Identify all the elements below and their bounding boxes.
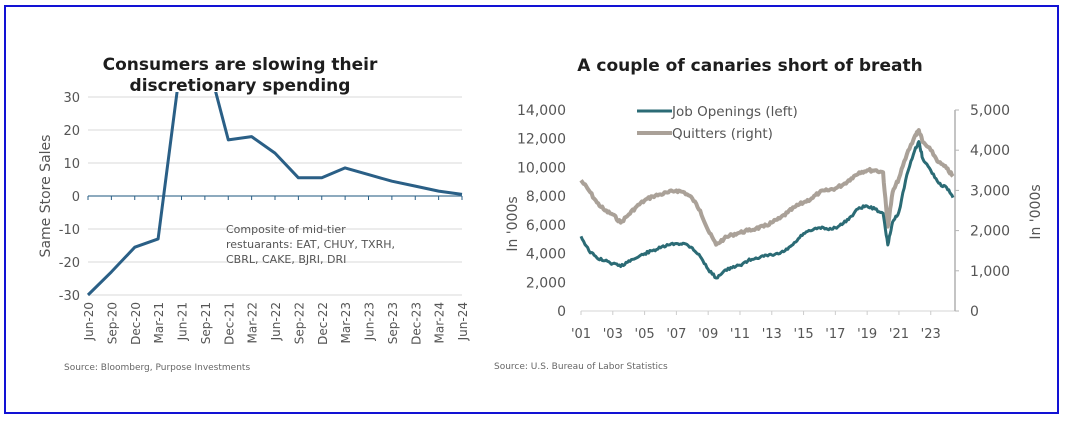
x-tick-label: Jun-23 [363, 302, 377, 341]
x-tick-label: Mar-24 [433, 302, 447, 343]
job-openings-line [579, 140, 955, 280]
x-tick-label: Sep-20 [105, 302, 119, 344]
left-chart-source: Source: Bloomberg, Purpose Investments [64, 363, 250, 373]
left-y-tick-label: 4,000 [526, 247, 566, 263]
chart-frame [4, 5, 1059, 414]
same-store-sales-line [86, 92, 463, 297]
x-tick-label: Mar-23 [339, 302, 353, 343]
left-chart-title-line-1: Consumers are slowing their [103, 55, 378, 75]
x-tick-label: Jun-24 [456, 302, 470, 341]
right-chart-right-axis-label: In '000s [1028, 184, 1044, 239]
right-y-tick-label: 0 [970, 304, 979, 320]
y-tick-label: 30 [63, 91, 80, 106]
x-tick-label: Jun-20 [82, 302, 96, 341]
y-tick-label: 10 [63, 157, 80, 172]
x-tick-label: '11 [730, 327, 750, 342]
left-chart-y-axis-label: Same Store Sales [38, 135, 54, 258]
right-y-tick-label: 3,000 [970, 183, 1010, 199]
x-tick-label: '13 [762, 327, 782, 342]
left-y-tick-label: 14,000 [517, 103, 566, 119]
left-y-tick-label: 10,000 [517, 160, 566, 176]
left-y-tick-label: 6,000 [526, 218, 566, 234]
left-y-tick-label: 12,000 [517, 132, 566, 148]
y-tick-label: 20 [63, 124, 80, 139]
y-tick-label: -20 [59, 256, 80, 271]
x-tick-label: Mar-21 [152, 302, 166, 343]
x-tick-label: Jun-21 [176, 302, 190, 341]
right-chart: A couple of canaries short of breath 14,… [494, 56, 1044, 372]
x-tick-label: '01 [571, 327, 591, 342]
legend-label-quitters: Quitters (right) [672, 126, 773, 142]
y-tick-label: 0 [72, 190, 80, 205]
left-y-tick-label: 2,000 [526, 275, 566, 291]
x-tick-label: Dec-23 [409, 302, 423, 345]
left-y-tick-label: 0 [557, 304, 566, 320]
right-chart-left-axis-label: In '000s [505, 196, 521, 251]
x-tick-label: '17 [825, 327, 845, 342]
x-tick-label: '15 [794, 327, 814, 342]
right-y-tick-label: 1,000 [970, 264, 1010, 280]
right-chart-title: A couple of canaries short of breath [577, 56, 922, 76]
x-tick-label: '09 [698, 327, 718, 342]
left-y-tick-label: 8,000 [526, 189, 566, 205]
x-tick-label: Mar-22 [246, 302, 260, 343]
right-y-tick-label: 4,000 [970, 143, 1010, 159]
left-chart: Consumers are slowing their discretionar… [38, 55, 470, 373]
y-tick-label: -10 [59, 223, 80, 238]
annotation-line-2: restuarants: EAT, CHUY, TXRH, [226, 238, 395, 251]
annotation-line-3: CBRL, CAKE, BJRI, DRI [226, 253, 346, 266]
x-tick-label: Dec-20 [129, 302, 143, 345]
right-chart-source: Source: U.S. Bureau of Labor Statistics [494, 362, 668, 372]
legend-label-job-openings: Job Openings (left) [671, 104, 798, 120]
x-tick-label: '07 [666, 327, 686, 342]
x-tick-label: '23 [921, 327, 941, 342]
y-tick-label: -30 [59, 289, 80, 304]
x-tick-label: '21 [889, 327, 909, 342]
x-tick-label: Dec-22 [316, 302, 330, 345]
x-tick-label: '03 [603, 327, 623, 342]
x-tick-label: Sep-21 [199, 302, 213, 344]
x-tick-label: Sep-22 [292, 302, 306, 344]
legend: Job Openings (left) Quitters (right) [637, 104, 798, 142]
right-y-tick-label: 2,000 [970, 224, 1010, 240]
x-tick-label: Sep-23 [386, 302, 400, 344]
right-y-tick-label: 5,000 [970, 103, 1010, 119]
x-tick-label: '19 [857, 327, 877, 342]
x-tick-label: '05 [635, 327, 655, 342]
left-chart-title-line-2: discretionary spending [130, 76, 351, 96]
x-tick-label: Dec-21 [222, 302, 236, 345]
annotation-line-1: Composite of mid-tier [226, 223, 346, 236]
quitters-line [579, 128, 955, 247]
x-tick-label: Jun-22 [269, 302, 283, 341]
